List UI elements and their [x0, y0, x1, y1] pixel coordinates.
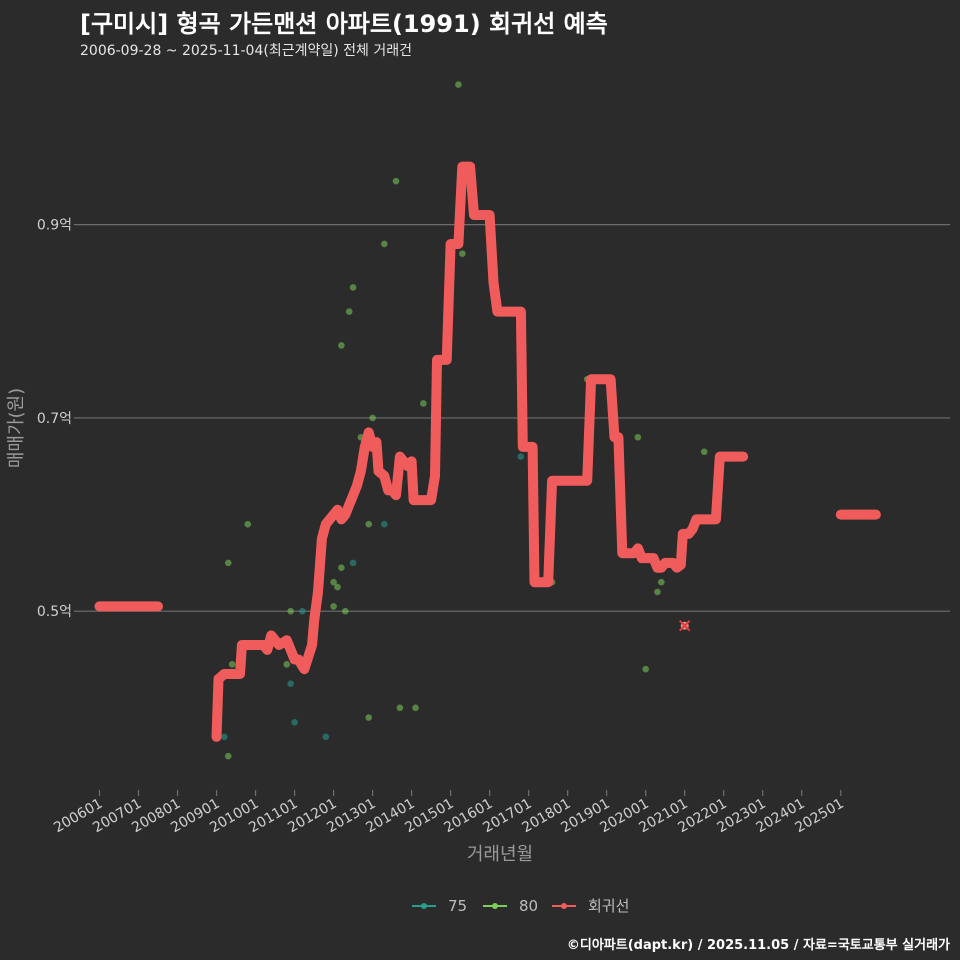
data-point-75: [322, 733, 330, 741]
legend-marker-reg: [561, 903, 567, 909]
regression-line: [94, 161, 881, 742]
data-point-75: [221, 733, 228, 741]
legend-label-75: 75: [448, 897, 467, 915]
data-point-80: [349, 284, 357, 291]
data-point-80: [283, 661, 291, 668]
data-point-75: [291, 719, 298, 726]
data-point-80: [700, 448, 708, 456]
data-point-80: [455, 81, 462, 88]
highlight-marker: [679, 619, 691, 632]
data-point-80: [330, 603, 337, 610]
data-point-80: [634, 433, 642, 441]
grid-lines: [80, 224, 950, 612]
legend: 75 80 회귀선: [412, 897, 629, 915]
data-point-80: [369, 414, 376, 422]
chart-subtitle: 2006-09-28 ~ 2025-11-04(최근계약일) 전체 거래건: [80, 43, 412, 59]
data-point-75: [349, 559, 357, 567]
data-point-75: [381, 520, 388, 528]
legend-marker-75: [421, 903, 427, 909]
data-point-75: [287, 680, 294, 687]
y-tick-label: 0.5억: [37, 604, 72, 620]
data-point-80: [338, 564, 345, 572]
data-point-80: [420, 400, 427, 407]
data-point-80: [338, 342, 345, 349]
x-axis-ticks: 2006012007012008012009012010012011012012…: [51, 790, 847, 836]
legend-label-80: 80: [519, 897, 538, 915]
data-point-80: [244, 520, 252, 528]
data-point-80: [396, 704, 404, 712]
data-point-80: [642, 665, 649, 673]
regression-segment: [211, 161, 749, 742]
data-point-80: [412, 704, 419, 712]
data-point-80: [341, 607, 349, 615]
data-point-80: [365, 714, 372, 721]
y-tick-label: 0.7억: [37, 411, 72, 427]
data-point-80: [365, 520, 372, 528]
y-axis-ticks: 0.5억 0.7억 0.9억: [37, 218, 80, 620]
legend-marker-80: [492, 903, 498, 909]
data-point-80: [224, 559, 232, 567]
y-tick-label: 0.9억: [37, 218, 72, 234]
data-point-80: [381, 240, 388, 248]
footer-credit: ©디아파트(dapt.kr) / 2025.11.05 / 자료=국토교통부 실…: [566, 938, 950, 953]
chart-title: [구미시] 형곡 가든맨션 아파트(1991) 회귀선 예측: [80, 10, 608, 38]
data-point-80: [658, 578, 665, 586]
data-point-80: [345, 308, 353, 315]
data-point-80: [392, 177, 400, 185]
data-point-80: [224, 752, 232, 760]
scatter-points: [221, 81, 708, 760]
x-axis-title: 거래년월: [467, 844, 533, 865]
data-point-80: [228, 661, 236, 668]
data-point-80: [334, 583, 341, 591]
data-point-75: [299, 607, 306, 615]
data-point-80: [287, 607, 294, 615]
data-point-80: [330, 578, 337, 586]
highlight-cross: [679, 619, 691, 632]
data-point-80: [654, 588, 661, 596]
y-axis-title: 매매가(원): [6, 388, 27, 468]
data-point-75: [517, 453, 525, 460]
data-point-80: [459, 250, 466, 257]
legend-label-reg: 회귀선: [588, 897, 629, 915]
